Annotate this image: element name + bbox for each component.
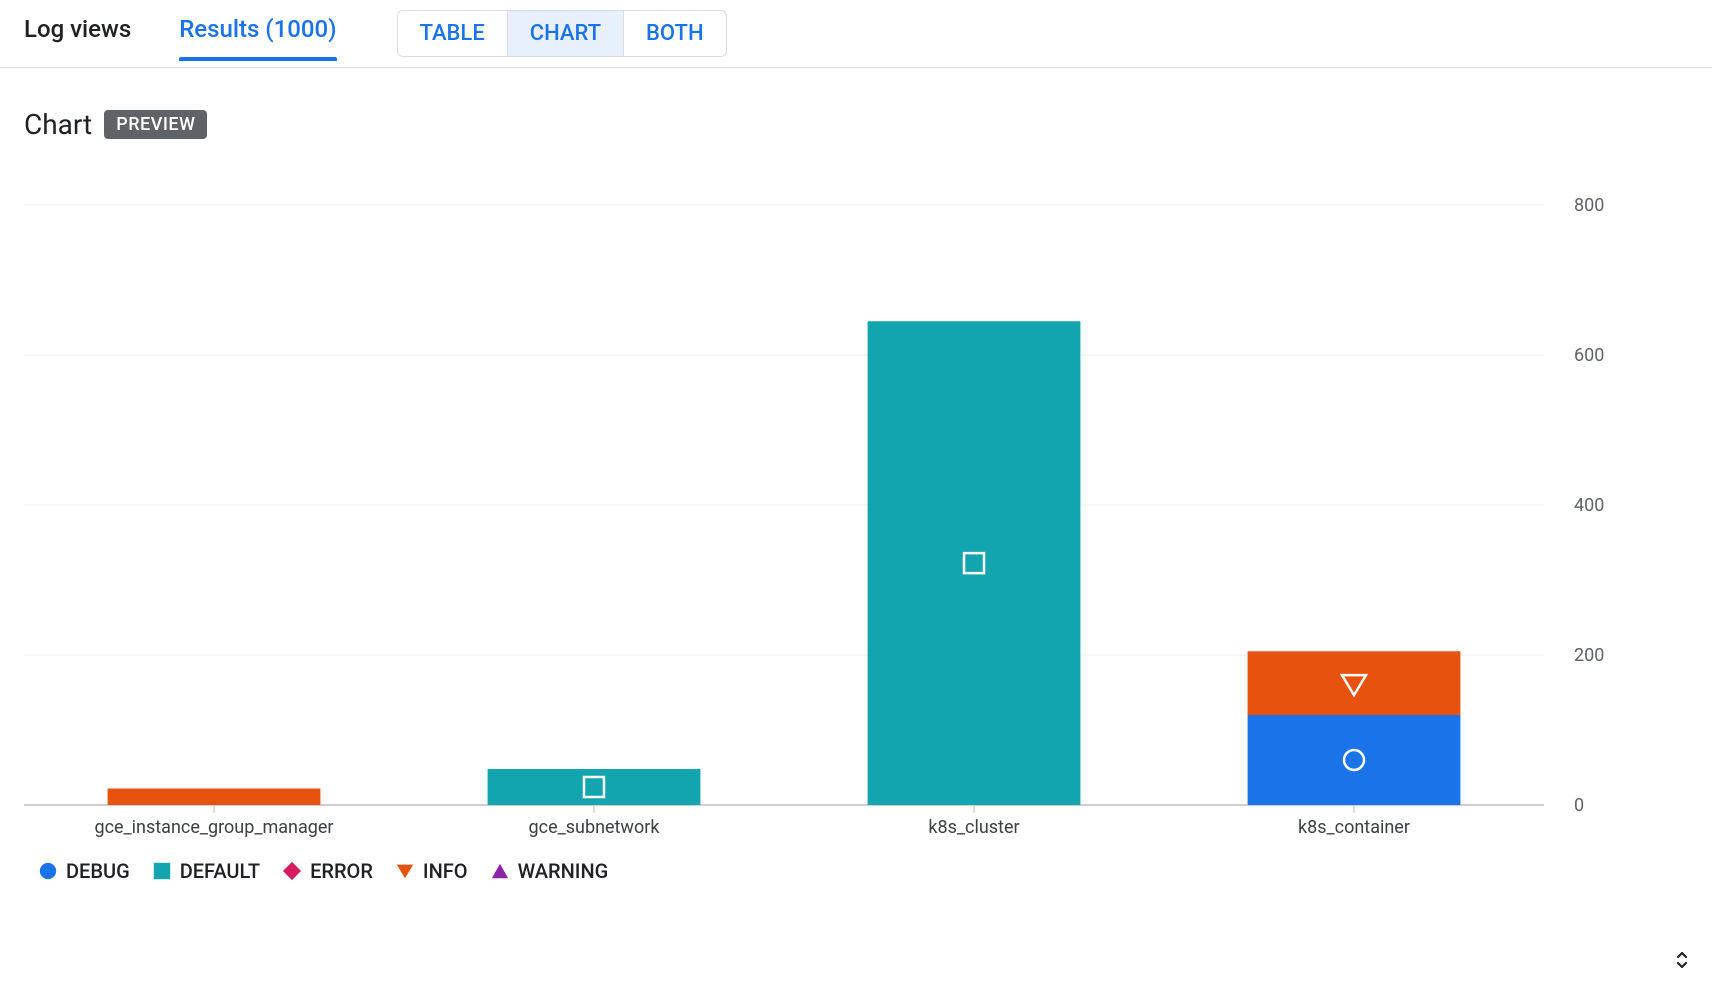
legend-item-info[interactable]: INFO: [395, 859, 468, 883]
tab-results[interactable]: Results (1000): [179, 15, 336, 61]
svg-text:gce_subnetwork: gce_subnetwork: [529, 817, 661, 838]
info-marker-icon: [395, 861, 415, 881]
section-header: Chart PREVIEW: [0, 68, 1712, 165]
view-table-button[interactable]: TABLE: [398, 11, 508, 56]
warning-marker-icon: [490, 861, 510, 881]
debug-marker-icon: [38, 861, 58, 881]
header-bar: Log views Results (1000) TABLE CHART BOT…: [0, 0, 1712, 68]
svg-text:0: 0: [1574, 795, 1584, 816]
legend-item-warning[interactable]: WARNING: [490, 859, 609, 883]
chart-legend: DEBUG DEFAULT ERROR INFO WARNING: [0, 845, 1712, 883]
view-toggle-group: TABLE CHART BOTH: [397, 10, 727, 57]
svg-text:k8s_container: k8s_container: [1298, 817, 1410, 838]
svg-text:200: 200: [1574, 645, 1604, 666]
unfold-icon[interactable]: [1670, 948, 1694, 976]
legend-item-error[interactable]: ERROR: [282, 859, 373, 883]
default-marker-icon: [152, 861, 172, 881]
view-chart-button[interactable]: CHART: [508, 11, 624, 56]
main-tabs: Log views Results (1000): [24, 15, 337, 61]
view-both-button[interactable]: BOTH: [624, 11, 726, 56]
legend-item-debug[interactable]: DEBUG: [38, 859, 130, 883]
svg-text:gce_instance_group_manager: gce_instance_group_manager: [94, 817, 333, 838]
error-marker-icon: [282, 861, 302, 881]
chart-area: 0 200 400 600 800 gce_instance_group_manager g…: [24, 195, 1688, 845]
svg-text:800: 800: [1574, 195, 1604, 216]
tab-log-views[interactable]: Log views: [24, 15, 131, 61]
legend-label: DEBUG: [66, 859, 130, 883]
bar-chart[interactable]: 0 200 400 600 800 gce_instance_group_manager g…: [24, 195, 1624, 845]
preview-badge: PREVIEW: [104, 110, 207, 139]
legend-label: INFO: [423, 859, 468, 883]
section-title: Chart: [24, 108, 92, 141]
legend-item-default[interactable]: DEFAULT: [152, 859, 260, 883]
svg-text:k8s_cluster: k8s_cluster: [928, 817, 1019, 838]
svg-text:600: 600: [1574, 345, 1604, 366]
legend-label: DEFAULT: [180, 859, 260, 883]
legend-label: ERROR: [310, 859, 373, 883]
legend-label: WARNING: [518, 859, 609, 883]
svg-text:400: 400: [1574, 495, 1604, 516]
